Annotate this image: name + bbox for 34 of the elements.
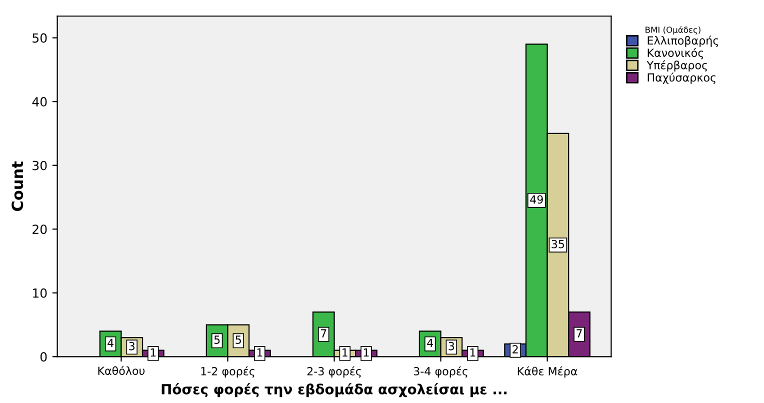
data-label: 1 [470, 348, 476, 357]
x-tick-label: Καθόλου [98, 366, 145, 375]
y-tick-label: 50 [32, 33, 47, 43]
data-label: 1 [342, 348, 348, 357]
x-tick-label: Κάθε Μέρα [518, 366, 578, 378]
legend-title: BMI (Ομάδες) [646, 26, 700, 35]
y-axis-title: Count [12, 161, 24, 212]
data-label: 2 [512, 345, 518, 354]
y-tick-label: 40 [32, 97, 47, 106]
y-tick-label: 30 [32, 160, 47, 170]
data-label: 5 [214, 336, 220, 344]
y-tick-label: 20 [32, 224, 47, 234]
legend-label: Κανονικός [648, 48, 704, 60]
x-tick-label: 3-4 φορές [414, 366, 468, 378]
data-label: 1 [257, 348, 262, 357]
x-axis-title: Πόσες φορές την εβδομάδα ασχολείσαι με ... [162, 383, 507, 398]
data-label: 1 [364, 348, 369, 357]
data-label: 4 [427, 338, 434, 347]
legend-label: Παχύσαρκος [648, 72, 716, 84]
x-tick-label: 1-2 φορές [201, 366, 254, 378]
data-label: 49 [530, 195, 543, 204]
data-label: 5 [236, 336, 241, 344]
data-label: 35 [552, 240, 564, 248]
y-tick-label: 10 [33, 288, 47, 298]
data-label: 1 [150, 348, 156, 357]
data-label: 3 [448, 342, 454, 350]
y-tick-label: 0 [40, 352, 47, 362]
data-label: 4 [108, 338, 114, 347]
data-label: 3 [129, 342, 135, 350]
legend-label: Ελλιποβαρής [648, 36, 718, 47]
data-label: 7 [320, 329, 326, 338]
x-tick-label: 2-3 φορές [307, 366, 361, 378]
data-label: 7 [576, 329, 582, 338]
legend-label: Υπέρβαρος [646, 60, 707, 72]
